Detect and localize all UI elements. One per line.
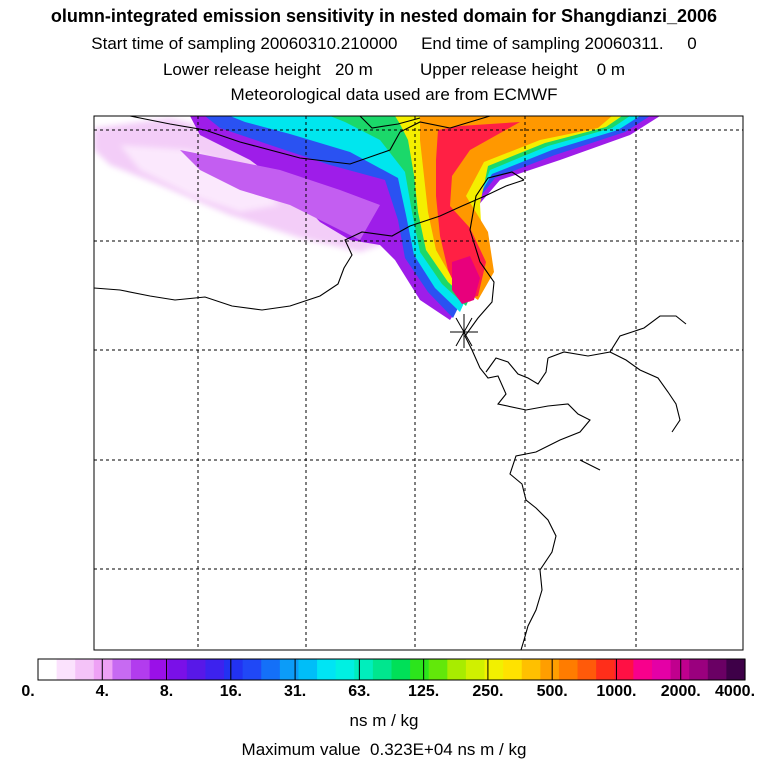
- colorbar-swatch: [224, 659, 244, 680]
- lat-lon-grid: [94, 116, 743, 650]
- plume-red-core: [436, 122, 520, 300]
- colorbar-label: 0.: [21, 683, 35, 700]
- met-source: Meteorological data used are from ECMWF: [230, 85, 558, 104]
- colorbar-swatch: [428, 659, 448, 680]
- colorbar-swatch: [540, 659, 560, 680]
- colorbar-swatch: [670, 659, 690, 680]
- colorbar-swatch: [484, 659, 504, 680]
- colorbar-swatch: [503, 659, 523, 680]
- colorbar-swatch: [317, 659, 337, 680]
- colorbar-units: ns m / kg: [349, 711, 419, 730]
- station-marker: [450, 314, 478, 348]
- colorbar-swatch: [261, 659, 281, 680]
- colorbar-label: 4.: [95, 683, 109, 700]
- colorbar-swatch: [38, 659, 58, 680]
- colorbar-swatch: [354, 659, 374, 680]
- maximum-value: Maximum value 0.323E+04 ns m / kg: [241, 740, 527, 759]
- colorbar-swatch: [391, 659, 411, 680]
- map-borders: [94, 116, 687, 650]
- colorbar-swatch: [633, 659, 653, 680]
- figure-title: olumn-integrated emission sensitivity in…: [50, 6, 718, 26]
- colorbar-label: 4000.: [714, 683, 756, 700]
- colorbar-label: 1000.: [596, 683, 637, 700]
- colorbar-swatch: [112, 659, 132, 680]
- sampling-times: Start time of sampling 20060310.210000 E…: [91, 34, 697, 53]
- colorbar-swatch: [75, 659, 95, 680]
- plume-violet-left: [180, 150, 380, 240]
- colorbar-swatch: [205, 659, 225, 680]
- colorbar-label: 63.: [348, 683, 371, 700]
- colorbar-label: 31.: [283, 683, 307, 700]
- colorbar-swatch: [410, 659, 430, 680]
- colorbar-swatch: [577, 659, 597, 680]
- plume-peak: [452, 256, 480, 304]
- colorbar-swatch: [726, 659, 746, 680]
- colorbar-swatch: [93, 659, 114, 680]
- colorbar-swatch: [186, 659, 207, 680]
- colorbar-swatch: [689, 659, 709, 680]
- colorbar-swatch: [298, 659, 318, 680]
- colorbar-label: 125.: [408, 683, 440, 700]
- colorbar-swatch: [614, 659, 634, 680]
- colorbar-swatch: [707, 659, 727, 680]
- colorbar-swatch: [651, 659, 672, 680]
- colorbar-swatch: [149, 659, 169, 680]
- plume-low-core: [120, 145, 280, 212]
- release-heights: Lower release height 20 m Upper release …: [162, 60, 626, 79]
- colorbar-label: 16.: [219, 683, 242, 700]
- emission-plume: [94, 116, 660, 320]
- colorbar-swatch: [168, 659, 188, 680]
- colorbar-swatch: [465, 659, 486, 680]
- colorbar-swatch: [596, 659, 616, 680]
- colorbar-swatch: [372, 659, 393, 680]
- colorbar-swatch: [558, 659, 579, 680]
- map-frame: [93, 115, 744, 651]
- colorbar-label: 500.: [536, 683, 568, 700]
- colorbar-swatch: [521, 659, 541, 680]
- plume-green-band: [330, 116, 630, 306]
- colorbar-swatch: [56, 659, 76, 680]
- colorbar-swatch: [335, 659, 355, 680]
- colorbar-swatch: [279, 659, 300, 680]
- colorbar-swatch: [447, 659, 467, 680]
- colorbar-frame: [37, 658, 746, 681]
- colorbar-label: 2000.: [660, 683, 701, 700]
- colorbar-label: 8.: [159, 683, 174, 700]
- colorbar-swatch: [242, 659, 262, 680]
- colorbar-label: 250.: [472, 683, 504, 700]
- colorbar-swatch: [131, 659, 151, 680]
- colorbar: [37, 658, 746, 681]
